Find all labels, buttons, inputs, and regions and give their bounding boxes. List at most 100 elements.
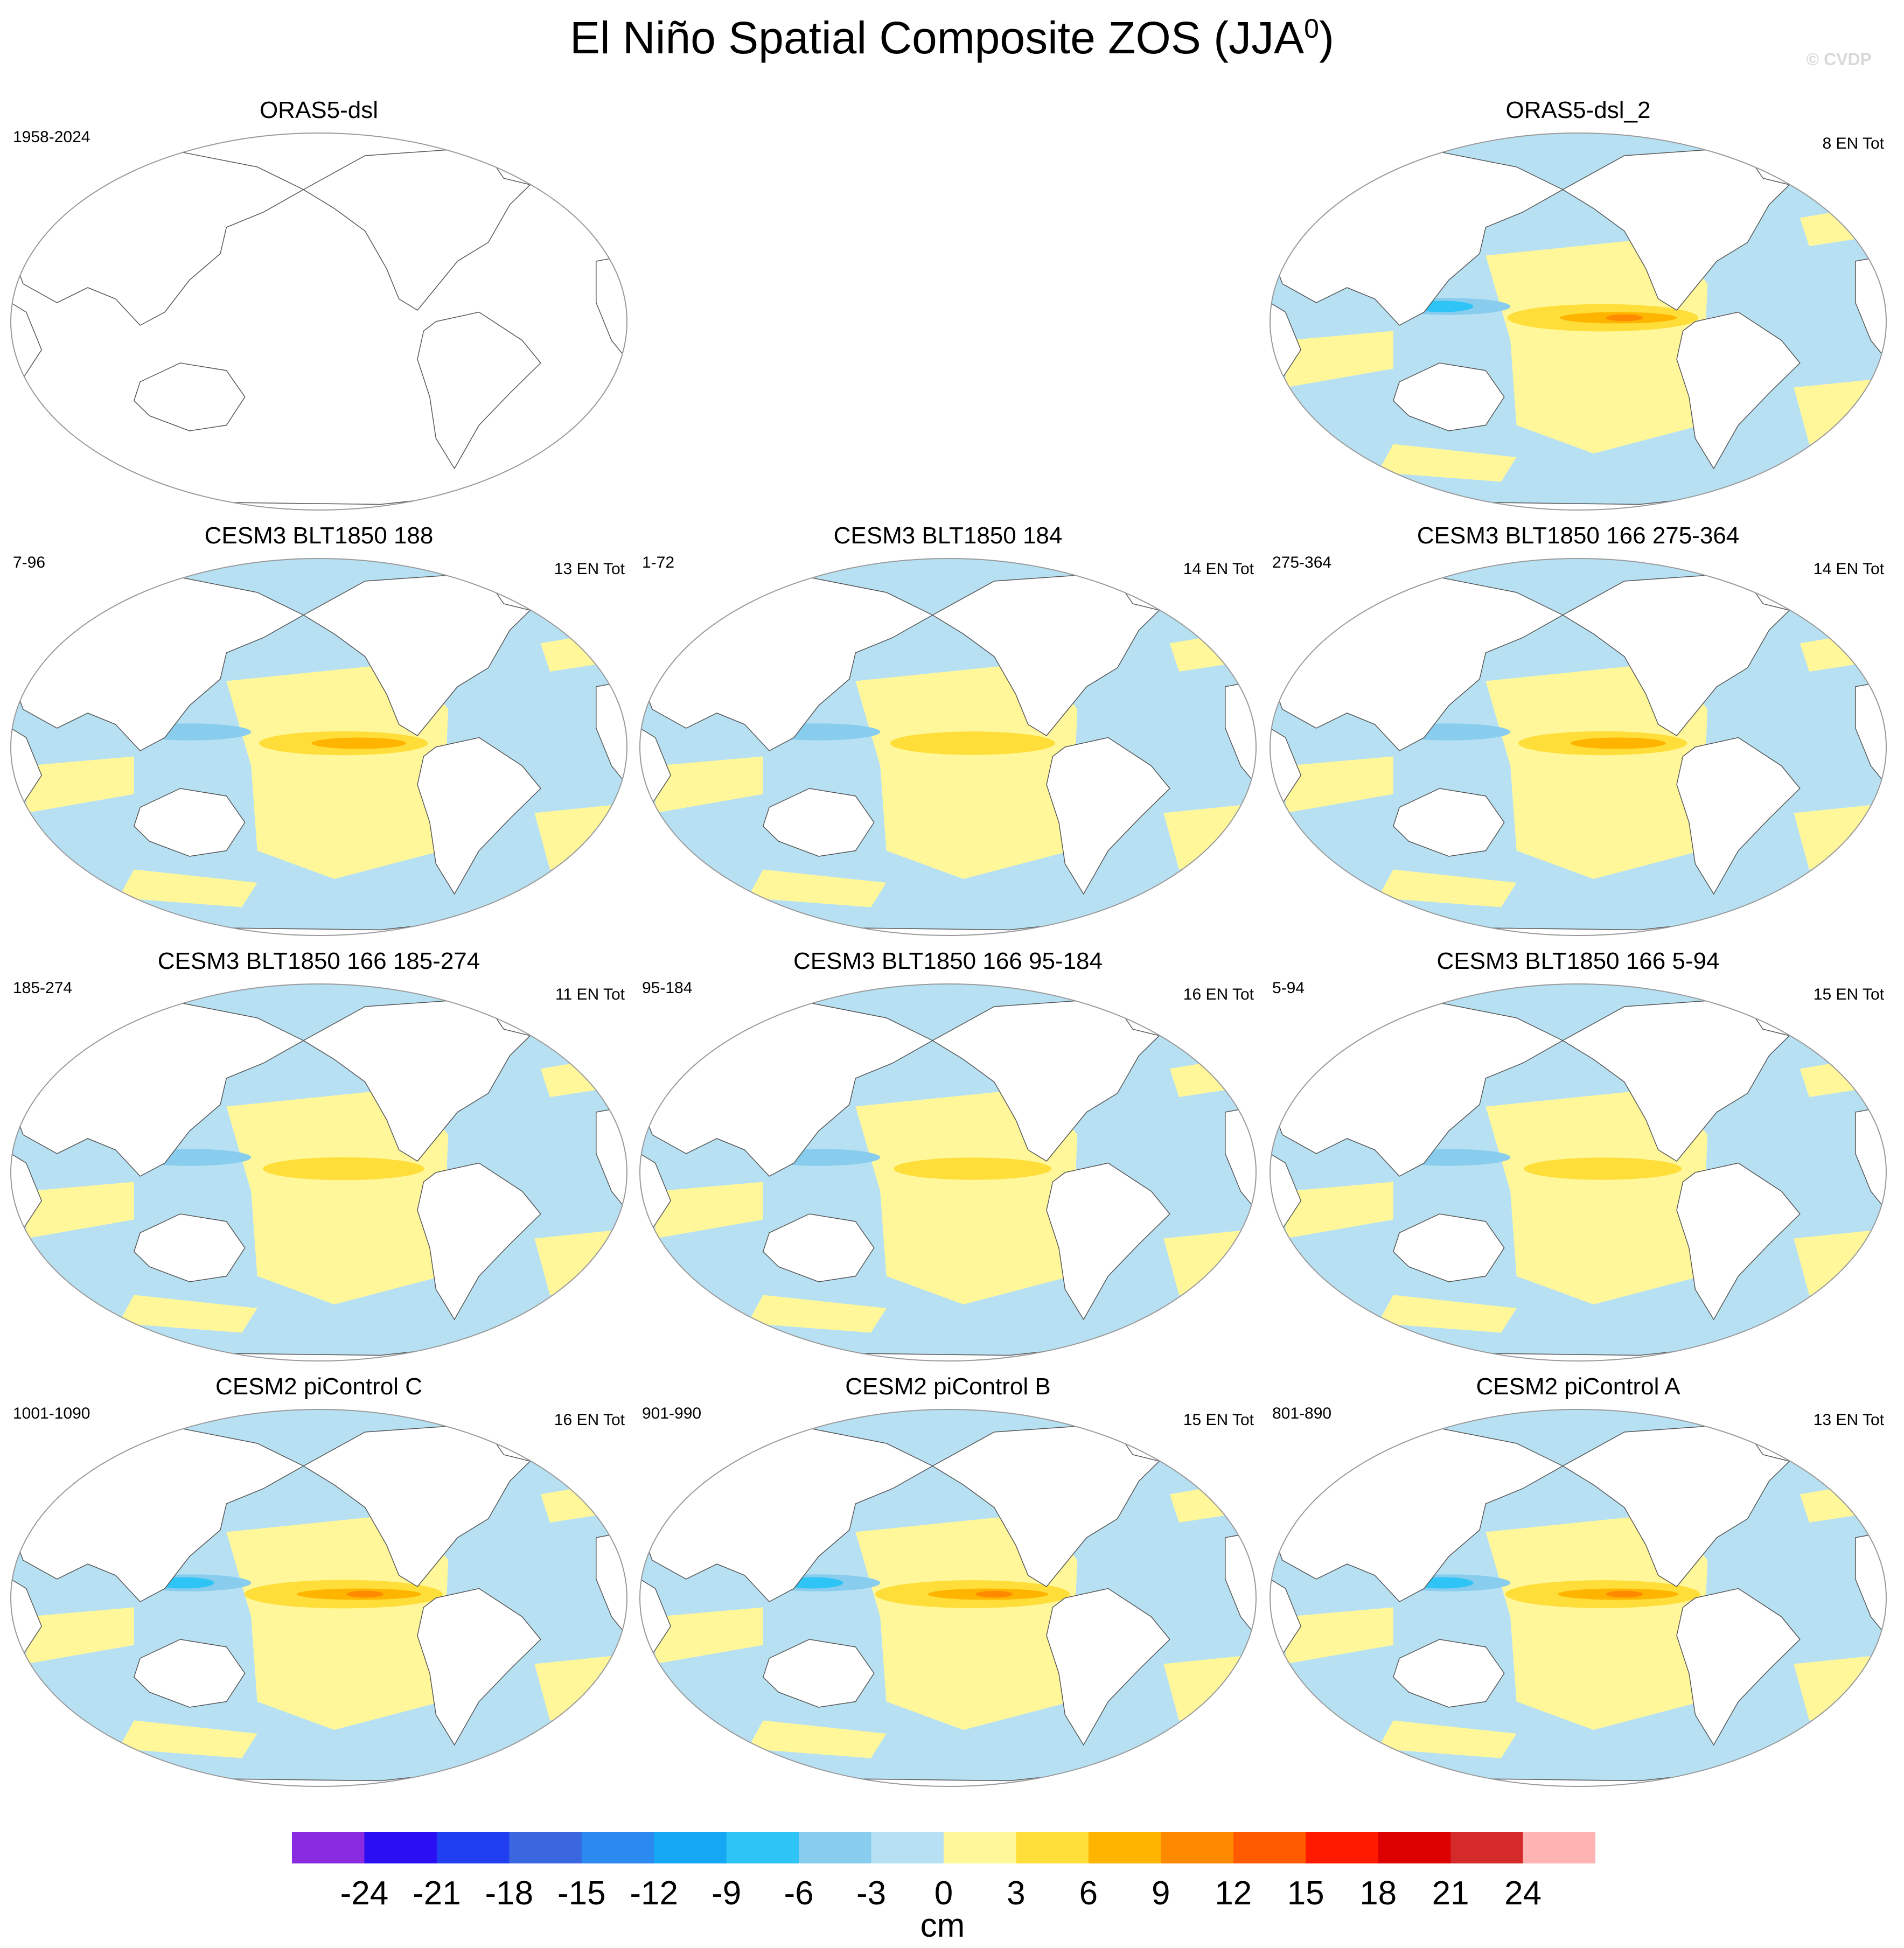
colorbar-tick-label: -9 [712, 1875, 742, 1912]
panel-event-count: 16 EN Tot [1183, 986, 1254, 1003]
land-samerica [1046, 1588, 1170, 1746]
positive-anomaly-region [26, 756, 134, 813]
land-samerica [1046, 1162, 1170, 1321]
colorbar-units: cm [920, 1907, 965, 1944]
positive-anomaly-region [748, 1295, 887, 1333]
panel-title: CESM2 piControl B [845, 1373, 1051, 1400]
panel-event-count: 15 EN Tot [1183, 1411, 1254, 1429]
positive-anomaly-region [1163, 1654, 1256, 1721]
panel-event-count: 13 EN Tot [1813, 1411, 1884, 1429]
map-outline [10, 983, 627, 1361]
positive-anomaly-region [226, 662, 449, 879]
land-africaR [596, 255, 627, 361]
land-africaEdge [11, 1578, 43, 1656]
panel-years: 95-184 [642, 979, 693, 997]
colorbar-tick-label: 3 [1007, 1875, 1026, 1912]
el-nino-tongue [890, 731, 1056, 755]
colorbar-swatch [654, 1832, 727, 1863]
colorbar-swatch [1233, 1832, 1306, 1863]
positive-anomaly-region [855, 1513, 1078, 1730]
positive-anomaly-region [534, 1654, 627, 1721]
positive-anomaly-region [1485, 1087, 1708, 1304]
positive-anomaly-region [118, 1720, 257, 1758]
positive-anomaly-region [226, 1087, 449, 1304]
positive-anomaly-region [1794, 378, 1886, 444]
credit-watermark: © CVDP [1806, 50, 1872, 69]
panel-title: CESM2 piControl A [1476, 1373, 1680, 1400]
positive-anomaly-region [1285, 756, 1393, 813]
panel-years: 5-94 [1272, 979, 1305, 997]
panel-event-count: 14 EN Tot [1183, 560, 1254, 578]
positive-anomaly-region [1794, 804, 1886, 870]
colorbar-swatch [1161, 1832, 1234, 1863]
el-nino-peak [975, 1590, 1013, 1598]
panel-years: 801-890 [1272, 1405, 1332, 1422]
positive-anomaly-region [655, 1182, 763, 1239]
el-nino-tongue [894, 1157, 1052, 1180]
land-africaEdge [640, 1578, 672, 1656]
positive-anomaly-region [118, 869, 257, 907]
panel-title: CESM3 BLT1850 184 [833, 522, 1063, 549]
colorbar-swatch [509, 1832, 582, 1863]
land-samerica [1676, 737, 1801, 895]
positive-anomaly-region [1378, 444, 1517, 482]
map-panel-p2: ORAS5-dsl_2 8 EN Tot [1266, 97, 1891, 517]
land-africaEdge [1270, 727, 1302, 805]
panel-title: ORAS5-dsl_2 [1505, 97, 1651, 123]
land-africaEdge [1270, 302, 1302, 379]
colorbar-swatch [581, 1832, 654, 1863]
land-africaEdge [1270, 1578, 1302, 1656]
map-p7 [639, 983, 1257, 1361]
colorbar-tick-label: -21 [413, 1875, 461, 1912]
map-panel-p11: CESM2 piControl A 801-890 13 EN Tot [1266, 1373, 1891, 1793]
colorbar-swatch [944, 1832, 1016, 1863]
map-panel-p8: CESM3 BLT1850 166 5-94 5-94 15 EN Tot [1266, 948, 1891, 1368]
colorbar-tick-label: -15 [557, 1875, 606, 1912]
positive-anomaly-region [1378, 1295, 1517, 1333]
positive-anomaly-region [1163, 804, 1256, 870]
map-outline [639, 983, 1257, 1361]
map-p5 [1270, 558, 1887, 936]
positive-anomaly-region [1485, 662, 1708, 879]
colorbar-tick-label: 6 [1079, 1875, 1098, 1912]
positive-anomaly-region [1794, 1229, 1886, 1295]
land-australia [762, 788, 875, 857]
panel-event-count: 11 EN Tot [555, 986, 625, 1003]
panel-event-count: 16 EN Tot [554, 1411, 625, 1429]
positive-anomaly-region [1378, 1720, 1517, 1758]
colorbar-swatch [799, 1832, 872, 1863]
map-panel-p10: CESM2 piControl B 901-990 15 EN Tot [636, 1373, 1260, 1793]
panel-years: 901-990 [642, 1405, 702, 1422]
land-australia [1392, 1639, 1505, 1708]
positive-anomaly-region [1285, 1607, 1393, 1664]
panel-years: 1958-2024 [13, 128, 90, 146]
colorbar-tick-label: 21 [1432, 1875, 1469, 1912]
map-p11 [1270, 1409, 1887, 1787]
positive-anomaly-region [118, 1295, 257, 1333]
map-panel-p3: CESM3 BLT1850 188 7-96 13 EN Tot [6, 522, 631, 942]
map-outline [1270, 132, 1887, 511]
colorbar [292, 1832, 1595, 1863]
colorbar-swatch [726, 1832, 799, 1863]
map-panel-p1: ORAS5-dsl 1958-2024 [6, 97, 631, 517]
land-africaEdge [11, 302, 43, 379]
land-australia [1392, 788, 1505, 857]
colorbar-tick-label: -18 [485, 1875, 534, 1912]
colorbar-tick-label: -3 [856, 1875, 887, 1912]
panel-event-count: 15 EN Tot [1813, 986, 1884, 1003]
map-outline [1270, 558, 1887, 936]
land-africaEdge [11, 1153, 43, 1230]
map-p9 [10, 1409, 627, 1787]
land-africaEdge [640, 1153, 672, 1230]
land-africaEdge [1270, 1153, 1302, 1230]
colorbar-tick-label: -24 [340, 1875, 389, 1912]
colorbar-tick-label: 9 [1152, 1875, 1170, 1912]
map-outline [639, 1409, 1257, 1787]
land-samerica [1676, 1588, 1801, 1746]
positive-anomaly-region [855, 662, 1078, 879]
positive-anomaly-region [655, 1607, 763, 1664]
positive-anomaly-region [26, 1607, 134, 1664]
map-outline [639, 558, 1257, 936]
el-nino-core [311, 737, 407, 749]
map-p3 [10, 558, 627, 936]
